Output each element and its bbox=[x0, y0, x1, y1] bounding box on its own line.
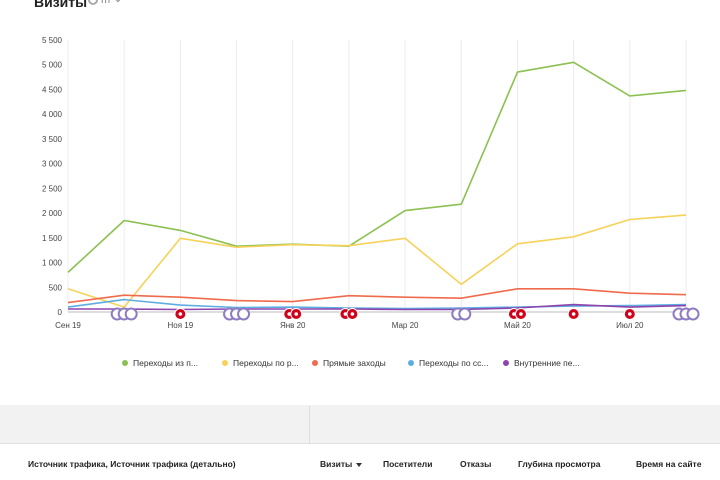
x-tick-label: Сен 19 bbox=[55, 321, 81, 330]
legend-label: Переходы по сс... bbox=[419, 358, 489, 368]
y-tick-label: 3 000 bbox=[42, 160, 63, 169]
y-tick-label: 1 500 bbox=[42, 234, 63, 243]
event-marker-dot bbox=[628, 312, 632, 316]
chart-canvas: 0 500 1 000 1 500 2 000 2 500 3 000 3 500 4 000 4… bbox=[42, 36, 700, 330]
y-tick-label: 0 bbox=[58, 308, 63, 317]
column-divider bbox=[309, 406, 310, 480]
event-marker-icon bbox=[686, 307, 700, 321]
legend-item[interactable]: Прямые заходы bbox=[312, 358, 386, 368]
legend-item[interactable]: Переходы по р... bbox=[222, 358, 299, 368]
series-line bbox=[67, 298, 687, 310]
chart-legend: Переходы из п... Переходы по р... Прямые з… bbox=[0, 358, 720, 376]
y-tick-label: 2 000 bbox=[42, 209, 63, 218]
legend-dot-icon bbox=[122, 360, 128, 366]
y-tick-label: 4 500 bbox=[42, 85, 63, 94]
legend-label: Переходы по р... bbox=[233, 358, 299, 368]
x-tick-label: Май 20 bbox=[504, 321, 531, 330]
series-line bbox=[67, 214, 687, 308]
column-header-bounces[interactable]: Отказы bbox=[460, 459, 492, 469]
event-marker-dot bbox=[519, 312, 523, 316]
y-tick-label: 5 500 bbox=[42, 36, 63, 45]
event-marker-dot bbox=[287, 312, 292, 316]
event-marker-icon bbox=[124, 307, 138, 321]
divider bbox=[0, 443, 720, 444]
column-header-depth[interactable]: Глубина просмотра bbox=[518, 459, 601, 469]
y-tick-label: 5 000 bbox=[42, 61, 63, 70]
event-marker-dot bbox=[294, 312, 299, 316]
x-tick-label: Июл 20 bbox=[616, 321, 644, 330]
series-line bbox=[67, 61, 687, 273]
series-line bbox=[68, 303, 687, 311]
column-header-time[interactable]: Время на сайте bbox=[636, 459, 702, 469]
y-tick-label: 1 000 bbox=[42, 259, 63, 268]
legend-item[interactable]: Внутренние пе... bbox=[503, 358, 580, 368]
report-table-header: Источник трафика, Источник трафика (дета… bbox=[0, 444, 720, 480]
event-marker-dot bbox=[178, 312, 183, 316]
line-chart: 0 500 1 000 1 500 2 000 2 500 3 000 3 500 4 000 4… bbox=[0, 28, 720, 338]
y-tick-label: 500 bbox=[49, 283, 63, 292]
legend-dot-icon bbox=[312, 360, 318, 366]
legend-item[interactable]: Переходы из п... bbox=[122, 358, 198, 368]
pie-icon bbox=[88, 0, 98, 5]
event-marker-icon bbox=[458, 307, 472, 321]
filter-band bbox=[0, 405, 720, 443]
series-line bbox=[67, 287, 687, 304]
x-tick-label: Мар 20 bbox=[392, 321, 419, 330]
sort-desc-icon bbox=[356, 462, 363, 467]
column-header-visitors[interactable]: Посетители bbox=[383, 459, 433, 469]
event-marker-icon bbox=[237, 307, 251, 321]
legend-dot-icon bbox=[503, 360, 509, 366]
metric-switch-label: m bbox=[101, 0, 111, 6]
x-tick-label: Янв 20 bbox=[280, 321, 306, 330]
legend-dot-icon bbox=[408, 360, 414, 366]
column-header-visits[interactable]: Визиты bbox=[320, 459, 363, 469]
legend-label: Переходы из п... bbox=[133, 358, 198, 368]
chevron-down-icon bbox=[113, 0, 123, 3]
y-tick-label: 4 000 bbox=[42, 110, 63, 119]
chart-header: Визиты m bbox=[0, 0, 720, 14]
metric-switch[interactable]: m bbox=[88, 0, 123, 6]
column-header-source[interactable]: Источник трафика, Источник трафика (дета… bbox=[28, 459, 236, 469]
metric-title: Визиты bbox=[34, 0, 88, 10]
legend-dot-icon bbox=[222, 360, 228, 366]
y-tick-label: 2 500 bbox=[42, 184, 63, 193]
legend-item[interactable]: Переходы по сс... bbox=[408, 358, 489, 368]
event-marker-dot bbox=[512, 312, 516, 316]
legend-label: Прямые заходы bbox=[323, 358, 386, 368]
event-marker-dot bbox=[350, 312, 355, 316]
y-tick-label: 3 500 bbox=[42, 135, 63, 144]
event-marker-dot bbox=[571, 312, 576, 316]
legend-label: Внутренние пе... bbox=[514, 358, 580, 368]
event-marker-dot bbox=[343, 312, 348, 316]
x-tick-label: Ноя 19 bbox=[168, 321, 194, 330]
